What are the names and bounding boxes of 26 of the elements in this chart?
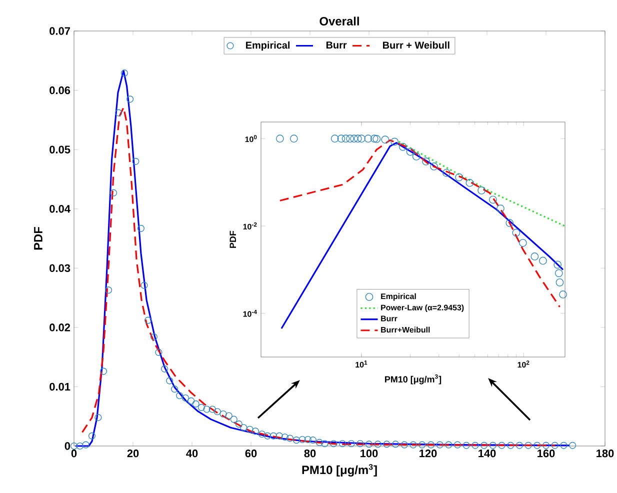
x-tick-label: 120 <box>420 450 437 458</box>
x-tick-label: 100 <box>360 450 378 458</box>
legend-label: Empirical <box>246 41 290 51</box>
x-tick-label: 20 <box>127 450 139 458</box>
legend-label: Burr <box>326 42 347 49</box>
legend-label: Burr + Weibull <box>383 41 450 49</box>
y-tick-label: 0.04 <box>50 204 70 213</box>
x-axis-title: PM10 [μg/m$^{3}$] <box>385 374 442 384</box>
chart-title: Overall <box>320 16 359 26</box>
y-axis-title: PDF <box>230 230 236 248</box>
x-tick-label: 140 <box>478 450 496 458</box>
x-tick-label: 40 <box>186 450 198 458</box>
x-tick-label: 160 <box>538 450 555 458</box>
y-tick-label: 0.05 <box>50 146 70 154</box>
y-axis-title: PDF <box>34 226 42 250</box>
y-tick-label: 0.03 <box>50 264 70 272</box>
x-tick-label: 0 <box>71 450 77 458</box>
x-tick-label: 180 <box>596 450 614 458</box>
y-tick-label: 0.02 <box>50 324 70 332</box>
x-axis-title: PM10 [μg/m$^{3}$] <box>302 464 377 477</box>
y-tick-label: 0.01 <box>50 382 70 391</box>
x-tick-label: 80 <box>304 450 316 458</box>
y-tick-label: 0.07 <box>50 27 70 35</box>
x-tick-label: 60 <box>245 450 257 458</box>
y-tick-label: 0 <box>64 442 70 450</box>
y-tick-label: 0.06 <box>50 86 70 94</box>
